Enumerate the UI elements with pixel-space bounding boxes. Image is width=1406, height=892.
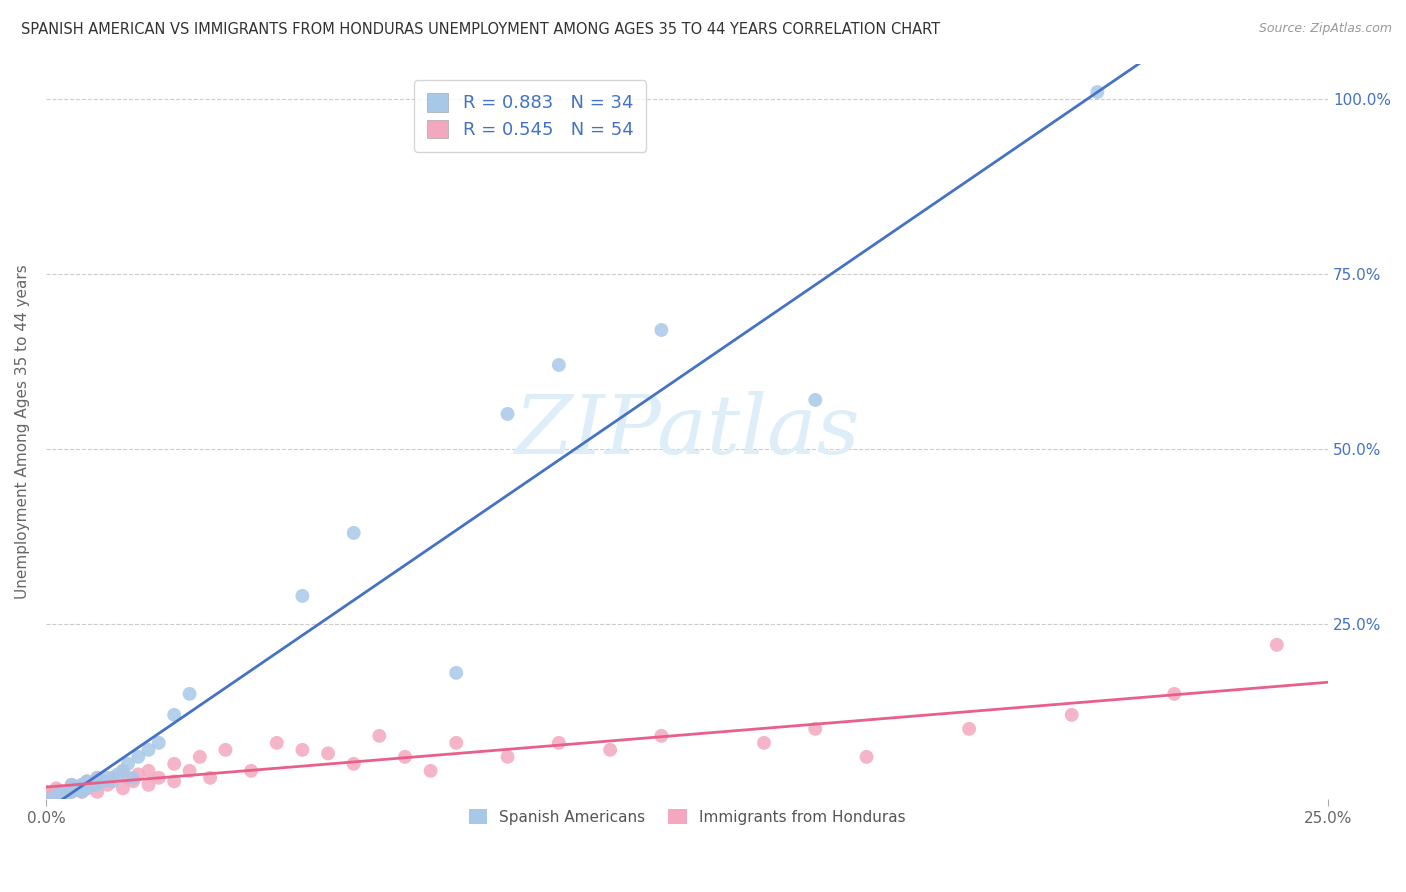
Point	[1163, 687, 1185, 701]
Point	[291, 589, 314, 603]
Point	[343, 525, 366, 540]
Point	[419, 764, 441, 778]
Point	[39, 789, 62, 803]
Point	[1085, 85, 1108, 99]
Point	[122, 774, 145, 789]
Point	[86, 771, 108, 785]
Point	[60, 785, 83, 799]
Point	[70, 778, 93, 792]
Point	[91, 774, 114, 789]
Point	[91, 774, 114, 789]
Point	[107, 767, 129, 781]
Point	[214, 743, 236, 757]
Point	[45, 781, 67, 796]
Text: SPANISH AMERICAN VS IMMIGRANTS FROM HONDURAS UNEMPLOYMENT AMONG AGES 35 TO 44 YE: SPANISH AMERICAN VS IMMIGRANTS FROM HOND…	[21, 22, 941, 37]
Point	[291, 743, 314, 757]
Point	[343, 756, 366, 771]
Point	[148, 771, 170, 785]
Point	[188, 749, 211, 764]
Point	[138, 764, 160, 778]
Point	[496, 407, 519, 421]
Point	[117, 756, 139, 771]
Point	[60, 785, 83, 799]
Point	[804, 722, 827, 736]
Point	[66, 781, 89, 796]
Point	[599, 743, 621, 757]
Point	[111, 764, 134, 778]
Point	[35, 785, 58, 799]
Point	[70, 785, 93, 799]
Point	[35, 792, 58, 806]
Point	[101, 771, 124, 785]
Point	[45, 786, 67, 800]
Point	[51, 785, 73, 799]
Point	[163, 707, 186, 722]
Point	[101, 774, 124, 789]
Point	[266, 736, 288, 750]
Point	[76, 781, 98, 796]
Point	[96, 778, 118, 792]
Point	[76, 774, 98, 789]
Point	[96, 771, 118, 785]
Point	[752, 736, 775, 750]
Point	[163, 756, 186, 771]
Point	[446, 665, 468, 680]
Point	[82, 778, 104, 792]
Point	[111, 781, 134, 796]
Point	[138, 778, 160, 792]
Legend: Spanish Americans, Immigrants from Honduras: Spanish Americans, Immigrants from Hondu…	[458, 798, 917, 835]
Point	[1265, 638, 1288, 652]
Point	[547, 736, 569, 750]
Point	[198, 771, 221, 785]
Point	[76, 781, 98, 796]
Point	[35, 792, 58, 806]
Point	[117, 771, 139, 785]
Point	[1060, 707, 1083, 722]
Point	[179, 687, 201, 701]
Point	[179, 764, 201, 778]
Point	[138, 743, 160, 757]
Point	[70, 785, 93, 799]
Point	[547, 358, 569, 372]
Point	[86, 785, 108, 799]
Point	[446, 736, 468, 750]
Point	[368, 729, 391, 743]
Point	[55, 789, 77, 803]
Point	[60, 778, 83, 792]
Point	[111, 764, 134, 778]
Point	[148, 736, 170, 750]
Point	[86, 771, 108, 785]
Y-axis label: Unemployment Among Ages 35 to 44 years: Unemployment Among Ages 35 to 44 years	[15, 264, 30, 599]
Point	[957, 722, 980, 736]
Point	[45, 789, 67, 803]
Point	[316, 747, 339, 761]
Point	[650, 323, 672, 337]
Point	[127, 749, 149, 764]
Point	[127, 767, 149, 781]
Point	[70, 778, 93, 792]
Point	[51, 785, 73, 799]
Text: ZIPatlas: ZIPatlas	[515, 392, 860, 472]
Point	[496, 749, 519, 764]
Point	[240, 764, 263, 778]
Point	[82, 778, 104, 792]
Point	[66, 781, 89, 796]
Point	[122, 771, 145, 785]
Point	[76, 774, 98, 789]
Point	[394, 749, 416, 764]
Point	[804, 392, 827, 407]
Point	[855, 749, 877, 764]
Point	[60, 778, 83, 792]
Point	[163, 774, 186, 789]
Point	[650, 729, 672, 743]
Point	[55, 789, 77, 803]
Point	[86, 778, 108, 792]
Text: Source: ZipAtlas.com: Source: ZipAtlas.com	[1258, 22, 1392, 36]
